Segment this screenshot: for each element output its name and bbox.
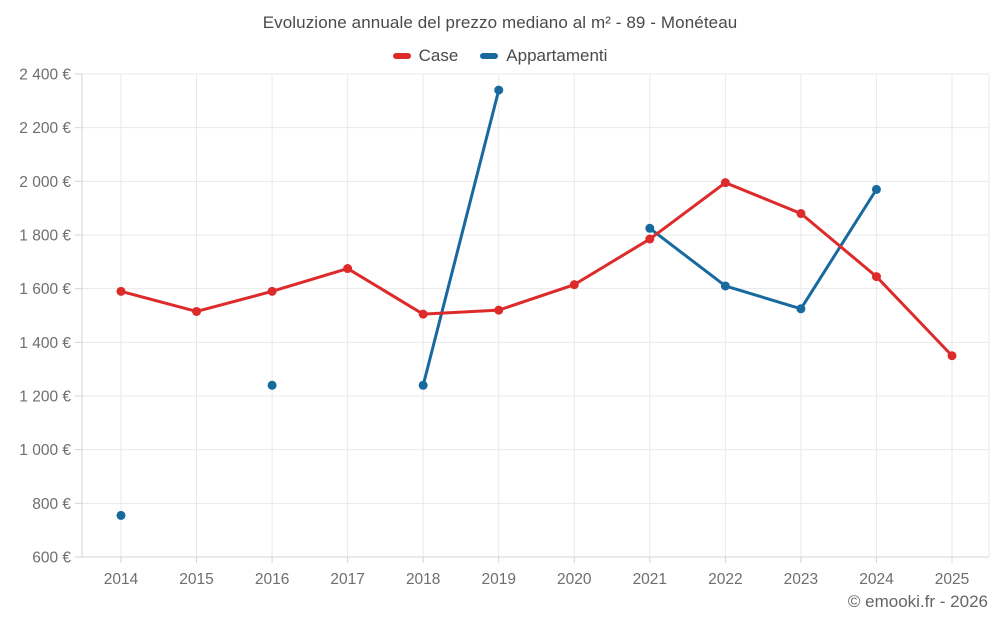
data-point-case-2023[interactable]: [796, 209, 806, 219]
data-point-appartamenti-2023[interactable]: [796, 304, 806, 314]
x-tick-label: 2022: [708, 571, 742, 588]
data-point-appartamenti-2024[interactable]: [871, 184, 881, 194]
case-series-marker-icon: [392, 53, 411, 59]
series-line-appartamenti: [648, 187, 878, 311]
legend-label-case: Case: [418, 46, 459, 65]
data-point-appartamenti-2021[interactable]: [645, 223, 655, 233]
legend-item-appartamenti[interactable]: Appartamenti: [480, 46, 607, 66]
data-point-case-2018[interactable]: [418, 309, 428, 319]
x-tick-label: 2014: [104, 571, 139, 588]
series-line-case: [119, 181, 954, 358]
x-tick-label: 2024: [859, 571, 894, 588]
data-point-case-2021[interactable]: [645, 234, 655, 244]
x-tick-label: 2025: [935, 571, 969, 588]
y-tick-label: 2 200 €: [19, 120, 71, 137]
y-tick-label: 600 €: [32, 550, 71, 567]
data-point-appartamenti-2018[interactable]: [418, 380, 428, 390]
chart-footer-credit: © emooki.fr - 2026: [847, 592, 988, 611]
x-tick-label: 2017: [330, 571, 364, 588]
chart-legend: Case Appartamenti: [0, 46, 1000, 66]
y-tick-label: 1 200 €: [19, 389, 71, 406]
data-point-appartamenti-2016[interactable]: [267, 380, 277, 390]
data-point-appartamenti-2022[interactable]: [720, 281, 730, 291]
data-point-case-2017[interactable]: [343, 264, 353, 274]
data-point-case-2014[interactable]: [116, 286, 126, 296]
data-point-case-2020[interactable]: [569, 280, 579, 290]
data-point-appartamenti-2019[interactable]: [494, 85, 504, 95]
y-tick-label: 800 €: [32, 496, 71, 513]
x-tick-label: 2023: [784, 571, 818, 588]
x-tick-label: 2016: [255, 571, 289, 588]
x-tick-label: 2015: [179, 571, 213, 588]
data-point-case-2022[interactable]: [720, 178, 730, 188]
legend-item-case[interactable]: Case: [392, 46, 459, 66]
x-tick-label: 2021: [633, 571, 667, 588]
series-line-appartamenti: [421, 88, 501, 387]
chart-title: Evoluzione annuale del prezzo mediano al…: [262, 13, 738, 32]
data-point-case-2015[interactable]: [192, 306, 202, 316]
appartamenti-series-marker-icon: [480, 53, 499, 59]
y-tick-label: 1 400 €: [19, 335, 71, 352]
y-tick-label: 1 000 €: [19, 442, 71, 459]
y-tick-label: 1 800 €: [19, 228, 71, 245]
y-tick-label: 2 000 €: [19, 174, 71, 191]
x-tick-label: 2018: [406, 571, 440, 588]
data-point-appartamenti-2014[interactable]: [116, 510, 126, 520]
data-point-case-2016[interactable]: [267, 286, 277, 296]
data-point-case-2024[interactable]: [871, 272, 881, 282]
data-point-case-2025[interactable]: [947, 351, 957, 361]
x-tick-label: 2019: [481, 571, 515, 588]
data-point-case-2019[interactable]: [494, 305, 504, 315]
legend-label-appartamenti: Appartamenti: [506, 46, 608, 65]
x-tick-label: 2020: [557, 571, 592, 588]
y-tick-label: 2 400 €: [19, 67, 71, 84]
y-tick-label: 1 600 €: [19, 281, 71, 298]
